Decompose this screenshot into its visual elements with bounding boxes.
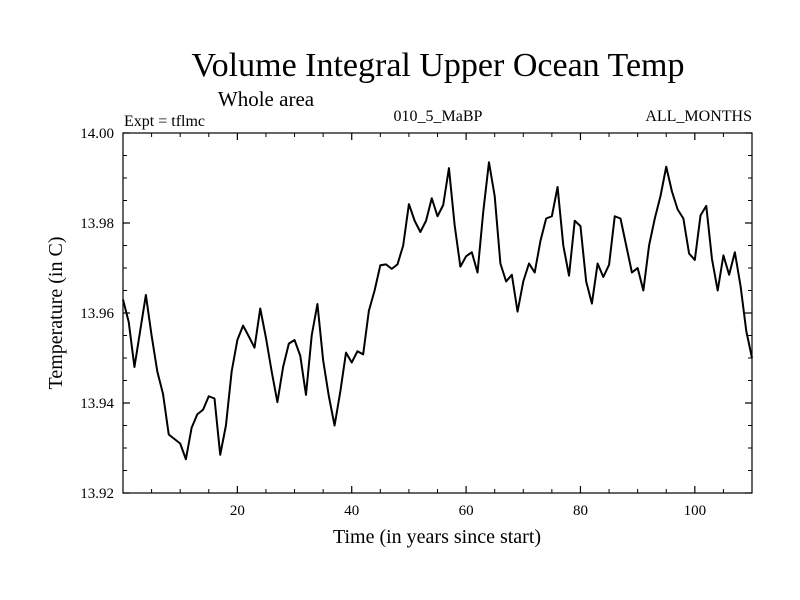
y-tick-label: 13.96 bbox=[80, 306, 114, 322]
x-axis: 20 40 60 80 100 bbox=[151, 133, 724, 519]
y-axis: 13.92 13.94 13.96 13.98 14.00 bbox=[80, 126, 752, 502]
plot-frame bbox=[122, 132, 753, 494]
x-tick-label: 40 bbox=[344, 503, 359, 519]
x-tick-label: 20 bbox=[230, 503, 245, 519]
y-tick-label: 13.92 bbox=[80, 486, 114, 502]
months-label: ALL_MONTHS bbox=[645, 108, 752, 125]
y-axis-label: Temperature (in C) bbox=[45, 237, 67, 390]
experiment-label: Expt = tflmc bbox=[124, 113, 205, 130]
run-id-label: 010_5_MaBP bbox=[394, 108, 483, 125]
x-tick-label: 80 bbox=[573, 503, 588, 519]
x-axis-label: Time (in years since start) bbox=[333, 526, 541, 548]
chart-title: Volume Integral Upper Ocean Temp bbox=[192, 47, 685, 84]
x-tick-label: 100 bbox=[684, 503, 707, 519]
x-tick-label: 60 bbox=[459, 503, 474, 519]
chart-subtitle: Whole area bbox=[218, 87, 315, 111]
y-tick-label: 13.98 bbox=[80, 216, 114, 232]
y-tick-label: 14.00 bbox=[80, 126, 114, 142]
temperature-series-line bbox=[122, 161, 753, 461]
y-tick-label: 13.94 bbox=[80, 396, 114, 412]
